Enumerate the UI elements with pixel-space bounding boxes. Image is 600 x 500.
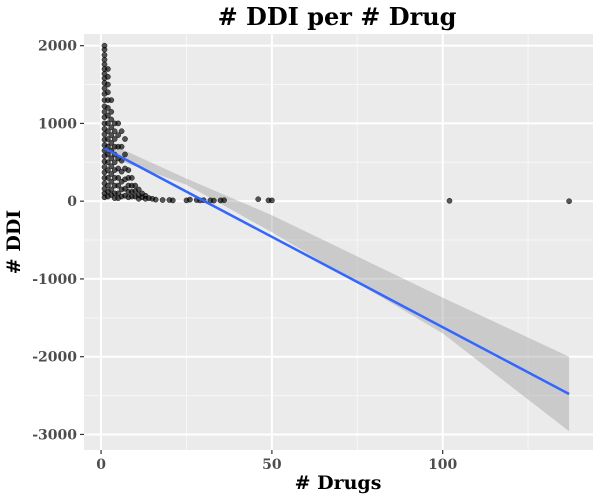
- y-axis: 2000 1000 0 -1000 -2000 -3000: [32, 39, 84, 443]
- scatter-point: [108, 171, 115, 177]
- x-tick-label: 0: [96, 457, 106, 473]
- grid-minor: [84, 34, 593, 450]
- scatter-point: [108, 132, 115, 138]
- confidence-band: [104, 141, 570, 432]
- grid-major: [84, 34, 593, 450]
- y-tick-label: -2000: [32, 350, 77, 366]
- x-axis-title: # Drugs: [295, 472, 382, 494]
- scatter-point: [101, 46, 108, 53]
- scatter-point: [108, 108, 115, 115]
- scatter-point: [118, 143, 125, 150]
- fit-line: [103, 147, 570, 396]
- scatter-point: [221, 197, 227, 204]
- scatter-point: [122, 136, 128, 142]
- scatter-point: [132, 182, 139, 189]
- scatter-point: [105, 105, 111, 111]
- scatter-point: [152, 196, 159, 203]
- scatter-point: [159, 197, 166, 203]
- scatter-point: [108, 140, 115, 146]
- scatter-point: [566, 198, 572, 205]
- y-axis-title: # DDI: [3, 210, 25, 274]
- scatter-point: [128, 175, 135, 181]
- scatter-point: [105, 151, 111, 158]
- scatter-point: [105, 182, 111, 189]
- scatter-point: [111, 128, 118, 135]
- scatter-point: [105, 159, 111, 166]
- scatter-point: [135, 186, 142, 193]
- scatter-point: [108, 155, 115, 162]
- y-tick-label: -1000: [32, 272, 77, 288]
- scatter-point: [105, 120, 111, 127]
- scatter-point: [115, 120, 122, 127]
- scatter-point: [187, 196, 193, 203]
- scatter-point: [108, 163, 115, 170]
- scatter-point: [105, 175, 111, 181]
- scatter-point: [105, 112, 111, 119]
- confidence-band-layer: [104, 141, 570, 432]
- scatter-point: [105, 73, 111, 80]
- y-tick-label: 0: [67, 194, 77, 210]
- scatter-point: [111, 136, 118, 142]
- scatter-point: [108, 124, 115, 131]
- y-tick-label: 1000: [38, 116, 77, 132]
- scatter-point: [446, 197, 453, 204]
- scatter-point: [118, 128, 125, 135]
- scatter-point: [101, 85, 108, 92]
- y-tick-label: 2000: [38, 39, 77, 55]
- scatter-point: [101, 52, 108, 58]
- scatter-point: [105, 81, 111, 88]
- scatter-point: [115, 175, 122, 181]
- points-layer: [101, 42, 572, 205]
- scatter-point: [105, 66, 111, 72]
- scatter-point: [101, 61, 108, 68]
- scatter-point: [105, 136, 111, 142]
- y-tick-label: -3000: [32, 427, 77, 443]
- x-axis: 0 50 100: [96, 450, 458, 473]
- scatter-point: [105, 167, 111, 173]
- scatter-point: [111, 159, 118, 166]
- scatter-point: [122, 151, 128, 158]
- scatter-point: [108, 97, 115, 103]
- scatter-point: [169, 197, 176, 204]
- scatter-point: [125, 167, 132, 173]
- scatter-point: [115, 182, 122, 189]
- scatter-point: [255, 196, 262, 203]
- scatter-point: [210, 197, 217, 204]
- plot-panel: [84, 34, 593, 450]
- scatter-point: [105, 128, 111, 135]
- scatter-point: [115, 132, 122, 138]
- chart-title: # DDI per # Drug: [218, 2, 457, 31]
- scatter-point: [105, 89, 111, 96]
- x-tick-label: 100: [428, 457, 457, 473]
- scatter-point: [108, 116, 115, 123]
- fit-line-layer: [103, 147, 570, 396]
- scatter-point: [108, 178, 115, 185]
- scatter-point: [108, 186, 115, 193]
- x-tick-label: 50: [262, 457, 282, 473]
- scatter-point: [269, 197, 275, 204]
